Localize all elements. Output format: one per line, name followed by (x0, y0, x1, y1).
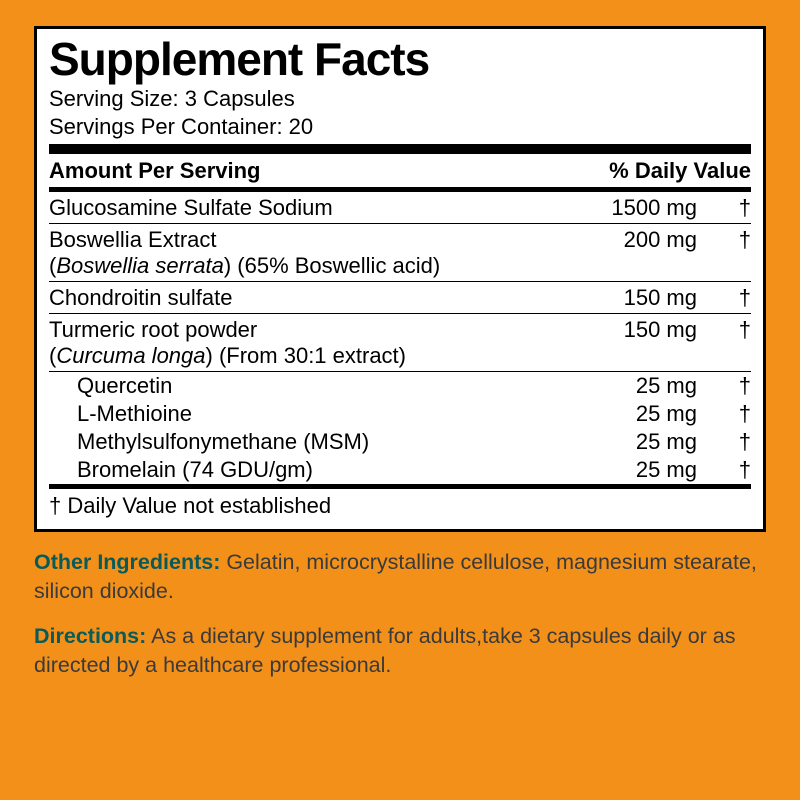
ingredient-name: Turmeric root powder (Curcuma longa) (Fr… (49, 317, 577, 369)
ingredient-name: Chondroitin sulfate (49, 285, 577, 311)
ingredient-amount: 25 mg (577, 373, 707, 399)
ingredient-amount: 200 mg (577, 227, 707, 253)
serving-size: Serving Size: 3 Capsules (49, 85, 751, 113)
header-daily-value: % Daily Value (551, 158, 751, 184)
ingredient-dv: † (707, 457, 751, 483)
ingredient-name-text: Boswellia Extract (49, 227, 217, 252)
ingredient-dv: † (707, 401, 751, 427)
ingredient-name: L-Methioine (49, 401, 577, 427)
other-ingredients: Other Ingredients: Gelatin, microcrystal… (34, 548, 766, 606)
servings-per-container: Servings Per Container: 20 (49, 113, 751, 141)
table-row: Turmeric root powder (Curcuma longa) (Fr… (49, 314, 751, 371)
ingredient-name: Methylsulfonymethane (MSM) (49, 429, 577, 455)
ingredient-name-text: Turmeric root powder (49, 317, 257, 342)
ingredient-name: Bromelain (74 GDU/gm) (49, 457, 577, 483)
table-row: Chondroitin sulfate 150 mg † (49, 282, 751, 313)
other-ingredients-label: Other Ingredients: (34, 550, 220, 574)
ingredient-amount: 25 mg (577, 457, 707, 483)
directions-label: Directions: (34, 624, 146, 648)
ingredient-latin: Curcuma longa (56, 343, 205, 368)
ingredient-detail: ) (65% Boswellic acid) (224, 253, 440, 278)
table-row-sub: Bromelain (74 GDU/gm) 25 mg † (49, 456, 751, 484)
ingredient-latin: Boswellia serrata (56, 253, 224, 278)
ingredient-dv: † (707, 227, 751, 253)
ingredient-amount: 150 mg (577, 317, 707, 343)
ingredient-amount: 25 mg (577, 401, 707, 427)
ingredient-detail: ) (From 30:1 extract) (206, 343, 406, 368)
panel-title: Supplement Facts (49, 35, 751, 83)
table-row-sub: Quercetin 25 mg † (49, 372, 751, 400)
table-row-sub: Methylsulfonymethane (MSM) 25 mg † (49, 428, 751, 456)
ingredient-dv: † (707, 429, 751, 455)
footnote: † Daily Value not established (49, 489, 751, 521)
ingredient-dv: † (707, 285, 751, 311)
ingredient-dv: † (707, 317, 751, 343)
table-row-sub: L-Methioine 25 mg † (49, 400, 751, 428)
below-panel: Other Ingredients: Gelatin, microcrystal… (34, 548, 766, 680)
header-amount-per-serving: Amount Per Serving (49, 158, 551, 184)
ingredient-name: Boswellia Extract (Boswellia serrata) (6… (49, 227, 577, 279)
ingredient-dv: † (707, 195, 751, 221)
divider-thick (49, 144, 751, 154)
ingredient-amount: 150 mg (577, 285, 707, 311)
ingredient-amount: 1500 mg (577, 195, 707, 221)
ingredient-name: Glucosamine Sulfate Sodium (49, 195, 577, 221)
table-row: Glucosamine Sulfate Sodium 1500 mg † (49, 192, 751, 223)
directions: Directions: As a dietary supplement for … (34, 622, 766, 680)
table-header: Amount Per Serving % Daily Value (49, 154, 751, 187)
ingredient-dv: † (707, 373, 751, 399)
table-row: Boswellia Extract (Boswellia serrata) (6… (49, 224, 751, 281)
ingredient-name: Quercetin (49, 373, 577, 399)
ingredient-amount: 25 mg (577, 429, 707, 455)
supplement-facts-panel: Supplement Facts Serving Size: 3 Capsule… (34, 26, 766, 532)
